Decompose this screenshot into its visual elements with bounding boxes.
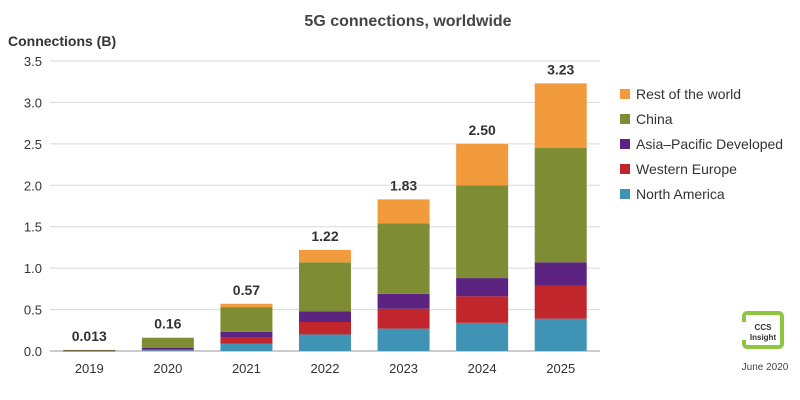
total-label: 1.22 [311,228,338,244]
bar-segment [534,83,587,148]
bar-segment [456,296,509,323]
y-tick-label: 1.5 [24,220,42,235]
legend-swatch [620,164,630,174]
bar-segment [456,278,509,297]
bar-segment [220,331,273,338]
legend-label: Western Europe [636,161,737,177]
bar-segment [456,322,509,351]
legend-label: Rest of the world [636,86,741,102]
legend-swatch [620,89,630,99]
bar-segment [141,347,194,350]
logo-text-top: CCS [755,323,773,332]
bar-segment [220,307,273,332]
y-tick-label: 3.0 [24,95,42,110]
x-tick-label: 2025 [546,361,575,376]
logo-gap [740,322,752,340]
y-tick-label: 2.0 [24,178,42,193]
bar-segment [534,318,587,351]
bar-segment [220,337,273,344]
bar-segment [63,350,116,352]
legend-label: North America [636,186,725,202]
bar-segment [141,349,194,351]
chart-title: 5G connections, worldwide [304,13,511,30]
bar-segment [534,285,587,319]
bar-segment [141,337,194,348]
x-tick-label: 2024 [468,361,497,376]
bar-segment [534,148,587,263]
bars [63,83,587,352]
legend-swatch [620,139,630,149]
legend-label: China [636,111,673,127]
legend: Rest of the world China Asia–Pacific Devel… [620,86,783,202]
bar-segment [141,350,194,351]
bar-segment [534,262,587,286]
total-label: 0.57 [233,282,260,298]
bar-segment [299,249,351,263]
bar-segment [299,311,351,322]
x-tick-labels: 2019 2020 2021 2022 2023 2024 2025 [75,361,575,376]
bar-segment [63,349,116,351]
bar-segment [456,185,509,279]
logo-text-bottom: Insight [750,333,777,342]
total-label: 1.83 [390,177,417,193]
y-tick-label: 1.0 [24,261,42,276]
total-label: 0.16 [154,316,181,332]
x-tick-label: 2021 [232,361,261,376]
bar-segment [220,303,273,308]
bar-segment [220,343,273,351]
total-labels: 0.013 0.16 0.57 1.22 1.83 2.50 3.23 [72,61,575,344]
ccs-insight-logo: CCS Insight [740,311,784,349]
legend-label: Asia–Pacific Developed [636,136,783,152]
bar-segment [377,308,430,329]
x-tick-label: 2022 [311,361,340,376]
x-tick-label: 2020 [153,361,182,376]
legend-swatch [620,114,630,124]
bar-segment [299,334,351,351]
x-tick-label: 2019 [75,361,104,376]
bar-segment [377,293,430,309]
y-tick-label: 0.0 [24,344,42,359]
bar-segment [456,143,509,186]
source-date: June 2020 [742,362,789,373]
y-tick-labels: 0.0 0.5 1.0 1.5 2.0 2.5 3.0 3.5 [24,54,42,359]
bar-segment [377,328,430,351]
legend-swatch [620,189,630,199]
bar-segment [377,223,430,294]
y-tick-label: 3.5 [24,54,42,69]
bar-segment [377,199,430,224]
bar-segment [299,262,351,312]
y-tick-label: 0.5 [24,303,42,318]
total-label: 2.50 [469,122,496,138]
total-label: 3.23 [547,61,574,77]
y-axis-label: Connections (B) [8,33,116,49]
x-tick-label: 2023 [389,361,418,376]
bar-segment [299,322,351,335]
total-label: 0.013 [72,328,107,344]
y-tick-label: 2.5 [24,137,42,152]
